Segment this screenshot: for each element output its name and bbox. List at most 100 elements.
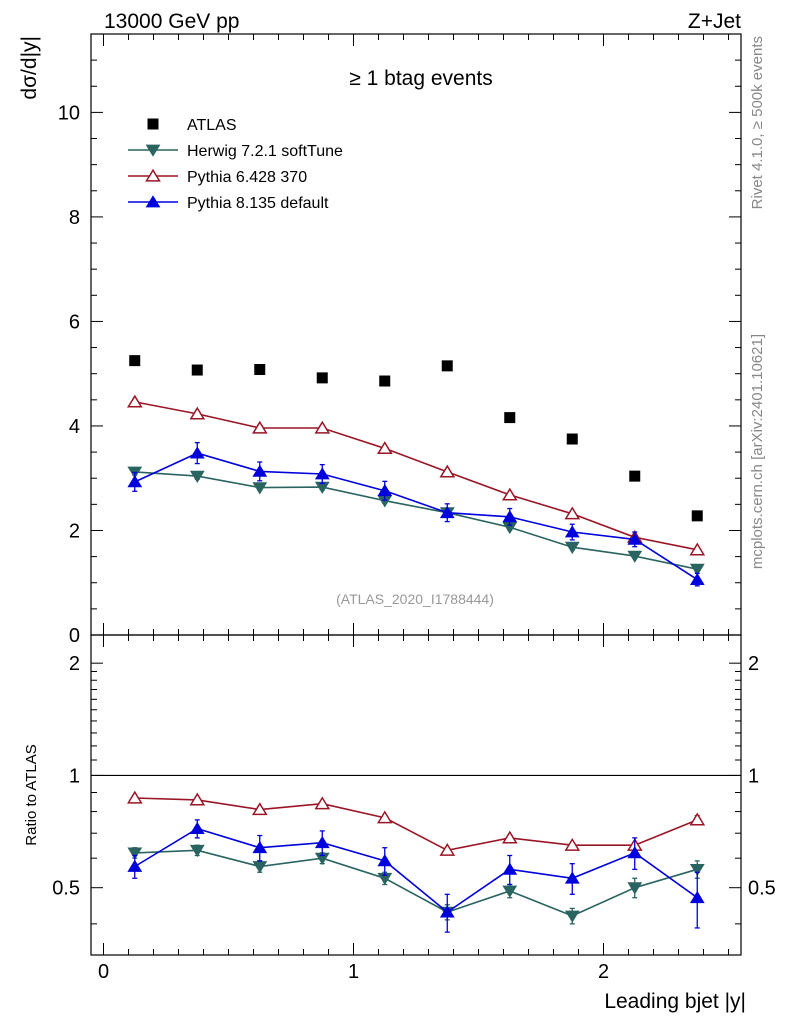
main-point-herwig xyxy=(627,550,643,563)
legend-label-pythia6: Pythia 6.428 370 xyxy=(187,169,307,186)
ratio-point-pythia8 xyxy=(252,840,268,854)
x-tick-label: 0 xyxy=(98,961,109,983)
main-point-pythia8 xyxy=(252,464,268,477)
ratio-point-pythia6 xyxy=(689,812,706,826)
main-point-herwig xyxy=(564,541,580,555)
ratio-point-pythia6 xyxy=(564,837,581,851)
main-plot-panel: ≥ 1 btag events dσ/d|y| (ATLAS_2020_I178… xyxy=(18,33,742,647)
ratio-point-pythia8 xyxy=(564,871,580,884)
legend-marker-atlas xyxy=(147,118,159,130)
main-point-pythia6 xyxy=(376,441,393,455)
main-point-pythia6 xyxy=(564,506,581,520)
main-point-pythia6 xyxy=(501,487,518,501)
ratio-point-pythia6 xyxy=(251,802,268,816)
ratio-point-herwig xyxy=(564,910,580,923)
ratio-y-tick-label-left: 2 xyxy=(69,653,80,675)
main-point-pythia6 xyxy=(251,420,268,434)
legend-label-atlas: ATLAS xyxy=(187,117,237,134)
main-y-tick-label: 6 xyxy=(69,311,80,333)
ratio-point-pythia6 xyxy=(439,842,456,856)
ratio-point-pythia6 xyxy=(501,830,518,844)
ratio-y-axis-label: Ratio to ATLAS xyxy=(23,744,40,845)
ratio-line-pythia8 xyxy=(134,827,698,914)
main-y-tick-label: 10 xyxy=(58,102,80,124)
ratio-point-pythia8 xyxy=(377,854,393,867)
x-tick-label: 1 xyxy=(348,961,359,983)
ratio-point-herwig xyxy=(689,864,705,877)
header-left-label: 13000 GeV pp xyxy=(104,10,239,33)
main-point-atlas xyxy=(316,372,328,384)
main-line-pythia6 xyxy=(134,401,698,551)
main-plot-title: ≥ 1 btag events xyxy=(349,67,492,90)
ratio-point-pythia6 xyxy=(126,790,143,804)
ratio-point-herwig xyxy=(502,885,518,898)
main-point-pythia8 xyxy=(439,505,455,519)
main-point-pythia8 xyxy=(564,525,580,538)
legend-label-herwig: Herwig 7.2.1 softTune xyxy=(187,143,343,160)
ratio-point-pythia8 xyxy=(502,862,518,875)
ratio-y-tick-label-right: 1 xyxy=(748,765,759,787)
main-point-pythia6 xyxy=(439,464,456,478)
main-point-atlas xyxy=(441,360,453,372)
main-series-atlas xyxy=(129,355,703,522)
ratio-plot-panel: Ratio to ATLAS Leading bjet |y| 0.5 0.5 1 1… xyxy=(23,634,776,1013)
ratio-point-pythia8 xyxy=(127,859,143,872)
ratio-y-tick-label-left: 1 xyxy=(69,765,80,787)
main-point-atlas xyxy=(566,433,578,445)
ratio-y-tick-label-left: 0.5 xyxy=(52,878,80,900)
ratio-line-pythia6 xyxy=(134,797,698,852)
main-axis-ticks: 0 2 4 6 8 10 xyxy=(58,34,741,647)
main-point-pythia6 xyxy=(189,406,206,420)
main-point-pythia8 xyxy=(689,572,705,585)
ratio-plot-frame xyxy=(90,634,742,956)
main-y-tick-label: 8 xyxy=(69,207,80,229)
main-y-axis-label: dσ/d|y| xyxy=(18,36,41,100)
main-point-herwig xyxy=(252,482,268,495)
main-point-atlas xyxy=(379,375,391,387)
main-point-atlas xyxy=(254,364,266,376)
legend-marker-pythia6 xyxy=(145,168,161,182)
main-data-series xyxy=(126,355,706,587)
analysis-watermark: (ATLAS_2020_I1788444) xyxy=(336,591,494,607)
ratio-point-herwig xyxy=(252,861,268,874)
main-point-pythia8 xyxy=(627,532,643,545)
main-point-atlas xyxy=(191,364,203,376)
ratio-point-pythia6 xyxy=(376,810,393,824)
main-point-pythia6 xyxy=(314,420,331,434)
main-point-atlas xyxy=(504,412,516,424)
ratio-data-series xyxy=(126,790,706,933)
main-line-herwig xyxy=(134,471,698,570)
main-y-tick-label: 0 xyxy=(69,625,80,647)
main-point-pythia8 xyxy=(127,475,143,488)
main-series-pythia8 xyxy=(127,442,705,587)
main-point-herwig xyxy=(689,563,705,576)
header-right-label: Z+Jet xyxy=(688,10,741,33)
ratio-point-pythia6 xyxy=(189,792,206,806)
ratio-axis-ticks: 0.5 0.5 1 1 2 2 0 1 2 xyxy=(52,635,776,983)
rivet-version-label: Rivet 4.1.0, ≥ 500k events xyxy=(749,36,766,209)
main-line-pythia8 xyxy=(134,452,698,581)
ratio-line-herwig xyxy=(134,849,698,917)
ratio-point-pythia8 xyxy=(439,905,455,918)
ratio-point-herwig xyxy=(189,844,205,858)
main-point-atlas xyxy=(629,470,641,482)
legend: ATLAS Herwig 7.2.1 softTune Pythia 6.428 3… xyxy=(128,117,343,212)
mcplots-source-label: mcplots.cern.ch [arXiv:2401.10621] xyxy=(749,334,766,569)
ratio-y-tick-label-right: 0.5 xyxy=(748,878,776,900)
legend-label-pythia8: Pythia 8.135 default xyxy=(187,195,329,212)
main-point-pythia8 xyxy=(314,467,330,480)
ratio-point-pythia8 xyxy=(627,846,643,859)
main-point-pythia8 xyxy=(502,510,518,523)
main-series-pythia6 xyxy=(126,394,706,556)
main-point-pythia6 xyxy=(689,542,706,556)
main-point-pythia8 xyxy=(189,446,205,459)
main-series-herwig xyxy=(127,466,705,576)
x-axis-label: Leading bjet |y| xyxy=(604,990,746,1013)
ratio-series-pythia6 xyxy=(126,790,706,856)
main-point-pythia8 xyxy=(377,483,393,497)
ratio-point-herwig xyxy=(127,847,143,860)
x-tick-label: 2 xyxy=(598,961,609,983)
main-point-atlas xyxy=(691,510,703,522)
main-point-atlas xyxy=(129,355,141,367)
